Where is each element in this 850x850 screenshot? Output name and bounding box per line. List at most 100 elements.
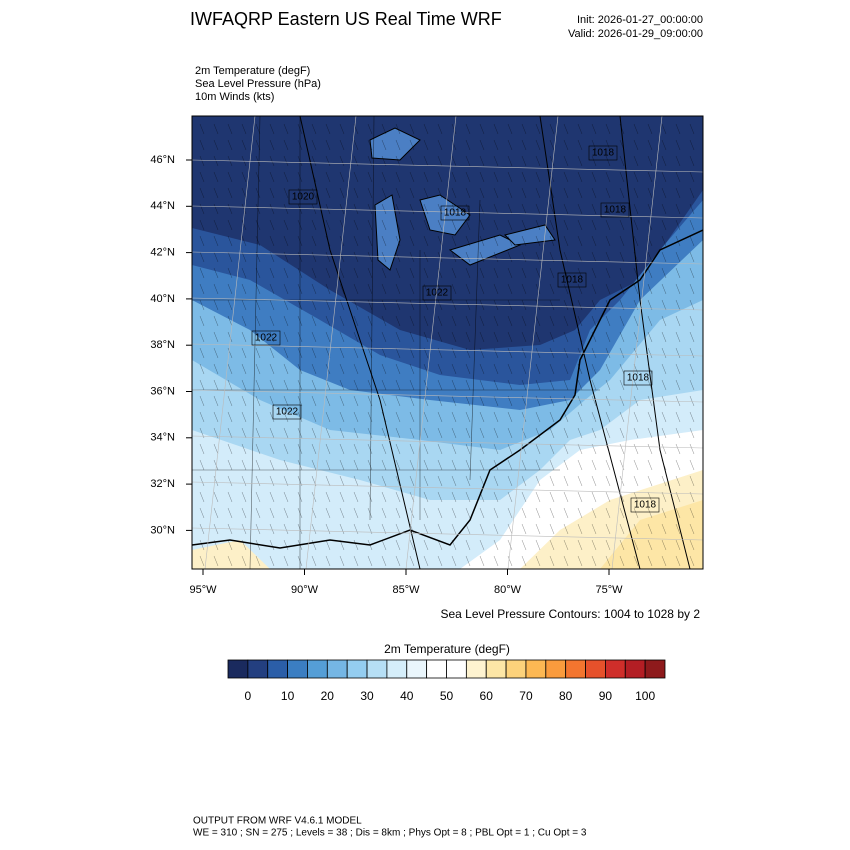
wind-barb <box>619 251 625 263</box>
contour-label: 1018 <box>444 208 467 219</box>
wind-barb <box>423 331 429 343</box>
wind-barb <box>367 139 373 151</box>
wind-barb <box>269 459 275 471</box>
wind-barb <box>283 523 289 535</box>
wind-barb <box>591 267 597 279</box>
wind-barb <box>311 251 317 263</box>
wind-barb <box>311 139 317 151</box>
wind-barb <box>297 203 303 215</box>
graticule <box>192 205 703 219</box>
wind-barb <box>661 315 667 327</box>
wind-barb <box>661 203 667 215</box>
map-labels: 1018 1020 1018 1018 1018 1022 1022 1022 1018 1018… <box>150 145 660 596</box>
wind-barb <box>283 315 289 327</box>
wind-barb <box>507 523 513 535</box>
footer-line: OUTPUT FROM WRF V4.6.1 MODEL <box>193 816 362 827</box>
wind-barb <box>395 411 401 423</box>
contour-label: 1022 <box>255 333 278 344</box>
colorbar-box <box>346 659 368 679</box>
wind-barb <box>535 315 541 327</box>
wind-barb <box>689 347 695 359</box>
wind-barb <box>423 507 429 519</box>
wind-barb <box>647 299 653 311</box>
wind-barb <box>479 427 485 439</box>
wind-barb <box>213 491 219 503</box>
wind-barb <box>605 139 611 151</box>
wind-barb <box>535 539 541 551</box>
wind-barb <box>689 427 695 439</box>
wind-barb <box>367 459 373 471</box>
wind-barb <box>451 395 457 407</box>
wind-barb <box>647 555 653 567</box>
wind-barb <box>507 251 513 263</box>
wind-barb <box>297 251 303 263</box>
wind-barb <box>395 171 401 183</box>
wind-barb <box>479 443 485 455</box>
wind-barb <box>689 395 695 407</box>
wind-barb <box>241 203 247 215</box>
wind-barb <box>563 219 569 231</box>
wind-barb <box>591 251 597 263</box>
wind-barb <box>591 395 597 407</box>
lat-label: 38°N <box>150 339 175 351</box>
wind-barb <box>521 299 527 311</box>
wind-barb <box>451 251 457 263</box>
wind-barb <box>479 523 485 535</box>
wind-barb <box>339 187 345 199</box>
wind-barb <box>451 443 457 455</box>
wind-barb <box>479 235 485 247</box>
wind-barb <box>675 203 681 215</box>
wind-barb <box>549 443 555 455</box>
wind-barb <box>213 187 219 199</box>
wind-barb <box>437 523 443 535</box>
wind-barb <box>689 267 695 279</box>
wind-barb <box>381 331 387 343</box>
wind-barb <box>549 235 555 247</box>
wind-barb <box>241 219 247 231</box>
wind-barb <box>493 427 499 439</box>
colorbar-tick-label: 60 <box>480 689 494 703</box>
wind-barb <box>605 411 611 423</box>
wind-barb <box>493 491 499 503</box>
wind-barb <box>563 331 569 343</box>
wind-barb <box>227 443 233 455</box>
contour-label-box <box>251 330 281 346</box>
wind-barb <box>283 235 289 247</box>
colorbar-box <box>446 659 467 679</box>
wind-barb <box>297 427 303 439</box>
wind-barb <box>675 267 681 279</box>
wind-barb <box>479 203 485 215</box>
wind-barb <box>395 123 401 135</box>
colorbar-tick-label: 80 <box>559 689 573 703</box>
wind-barb <box>549 507 555 519</box>
wind-barb <box>437 539 443 551</box>
title: IWFAQRP Eastern US Real Time WRF <box>190 9 502 29</box>
wind-barb <box>269 187 275 199</box>
wind-barb <box>269 427 275 439</box>
wind-barb <box>479 539 485 551</box>
wind-barb <box>241 315 247 327</box>
wind-barb <box>521 283 527 295</box>
wind-barb <box>591 283 597 295</box>
wind-barb <box>479 459 485 471</box>
wind-barb <box>367 555 373 567</box>
wind-barb <box>479 123 485 135</box>
wind-barb <box>507 427 513 439</box>
wind-barb <box>395 555 401 567</box>
wind-barb <box>689 539 695 551</box>
wind-barb <box>311 523 317 535</box>
wind-barb <box>325 523 331 535</box>
wind-barb <box>297 299 303 311</box>
wind-barb <box>661 251 667 263</box>
wind-barb <box>269 331 275 343</box>
wind-barb <box>521 251 527 263</box>
colorbar-tick-label: 40 <box>400 689 414 703</box>
wind-barb <box>227 539 233 551</box>
wind-barb <box>325 219 331 231</box>
wind-barb <box>283 155 289 167</box>
wind-barb <box>227 427 233 439</box>
wind-barb <box>297 187 303 199</box>
lake <box>369 127 421 161</box>
wind-barb <box>437 363 443 375</box>
wind-barb <box>479 219 485 231</box>
